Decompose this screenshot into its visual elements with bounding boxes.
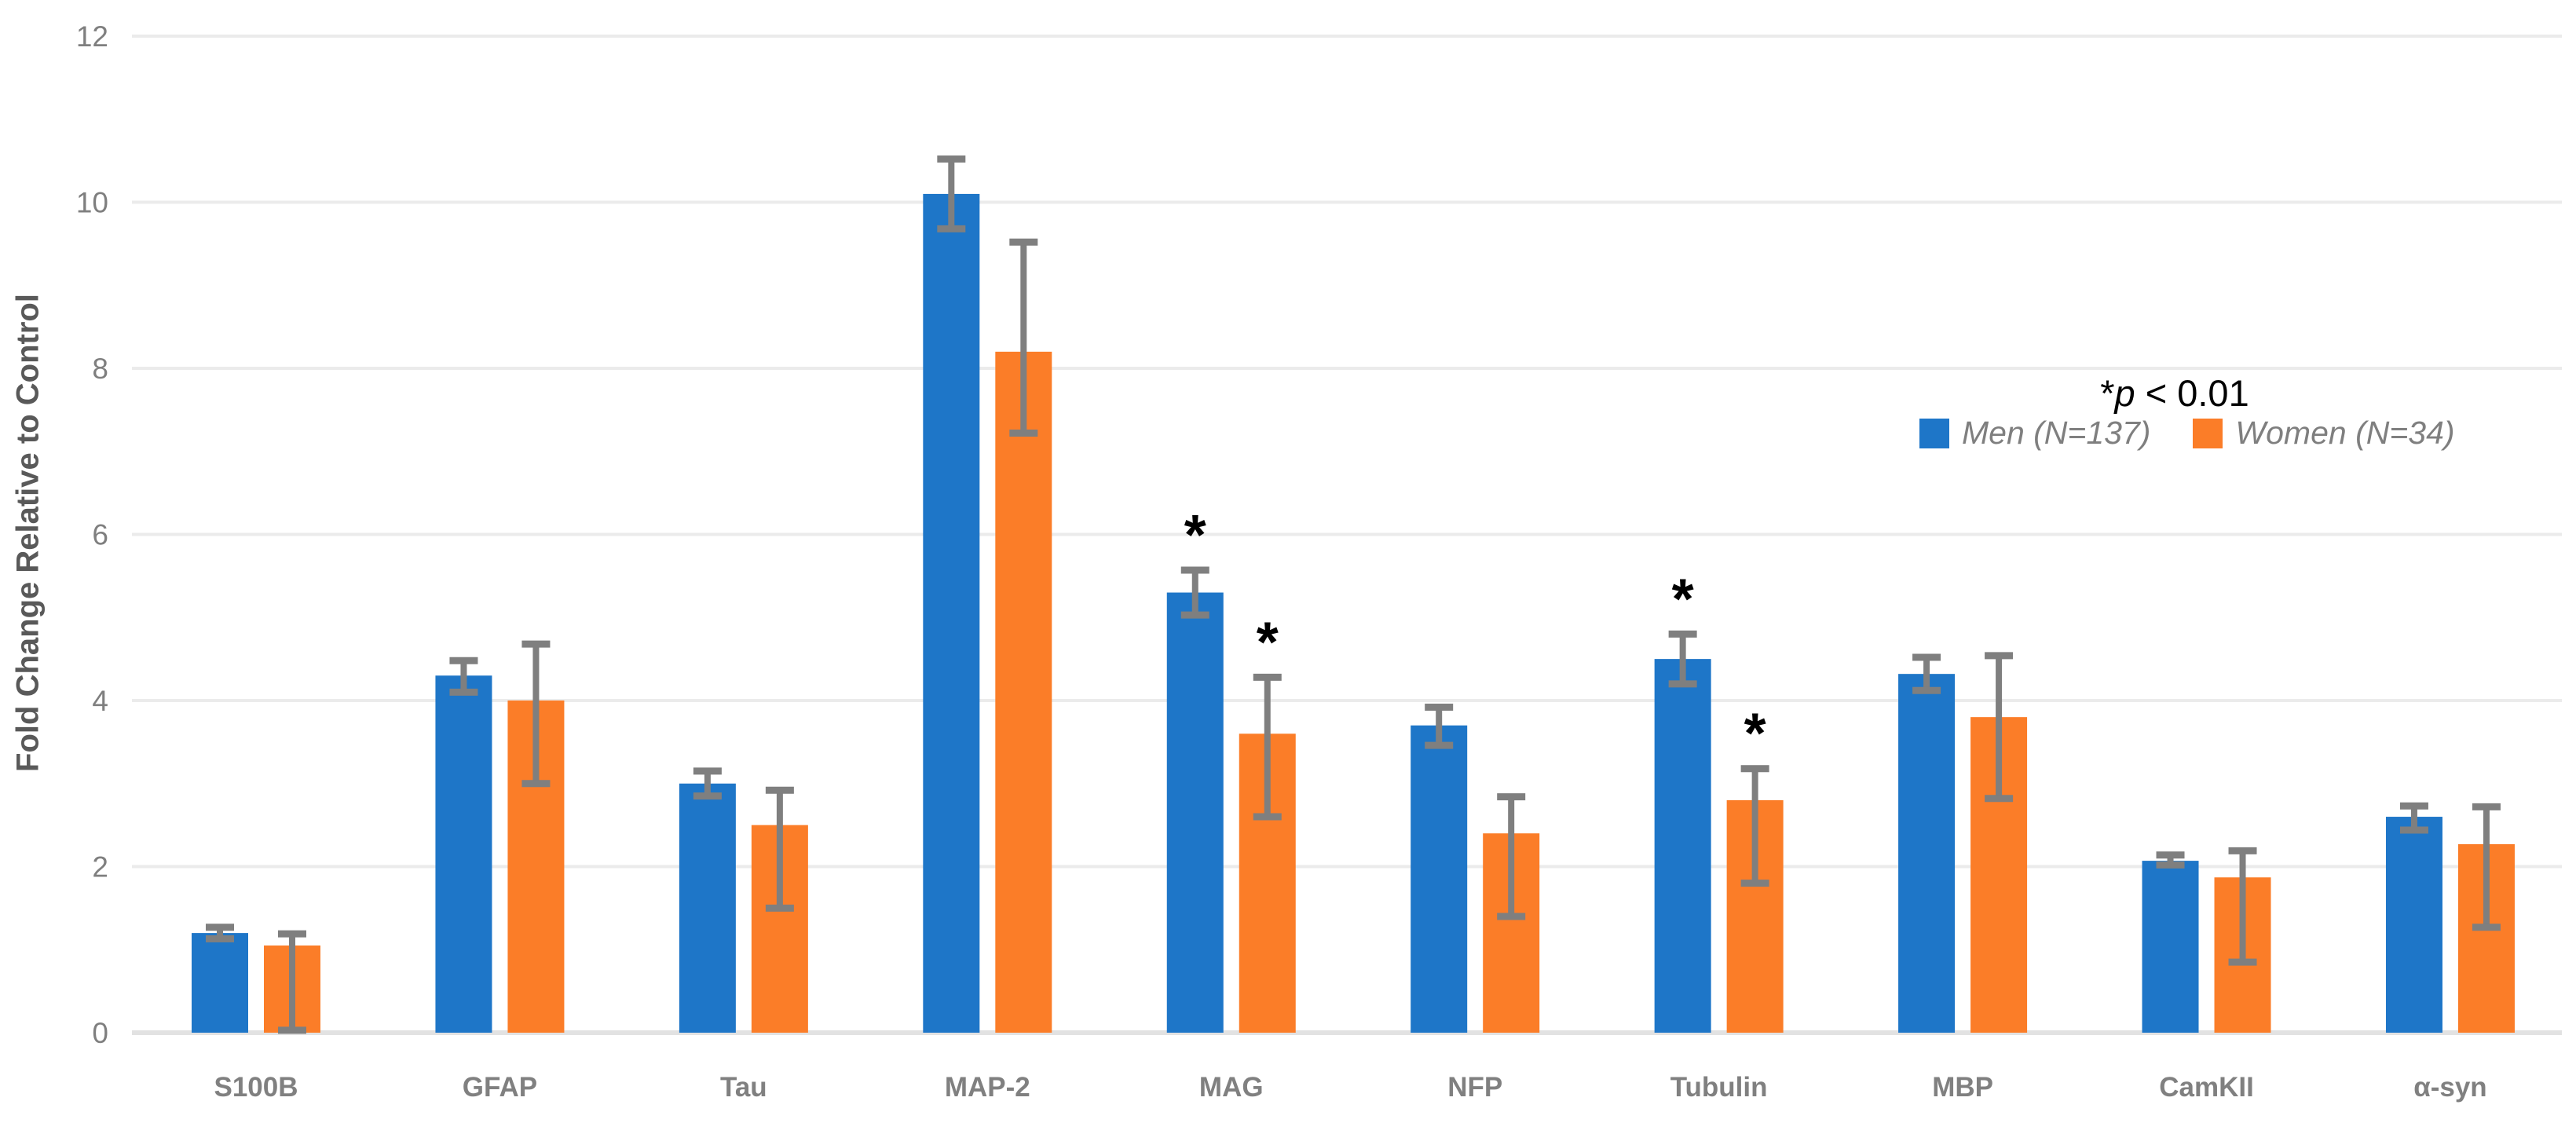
legend-label-women: Women (N=34) <box>2235 415 2455 451</box>
significance-note-variable: p <box>2114 372 2135 414</box>
legend-label-men: Men (N=137) <box>1962 415 2151 451</box>
x-category-label: GFAP <box>463 1072 537 1103</box>
x-category-label: MAP-2 <box>945 1072 1030 1103</box>
x-category-label: Tubulin <box>1670 1072 1768 1103</box>
significance-asterisk: * <box>1744 703 1766 766</box>
x-category-label: Tau <box>720 1072 767 1103</box>
bar-men-NFP <box>1411 725 1468 1033</box>
significance-note-star: * <box>2100 372 2115 414</box>
legend-item-men: Men (N=137) <box>1919 415 2150 452</box>
y-axis-title: Fold Change Relative to Control <box>10 294 46 772</box>
significance-note: *p < 0.01 <box>2059 328 2249 458</box>
x-category-label: NFP <box>1447 1072 1502 1103</box>
bar-men-CamKII <box>2142 861 2199 1033</box>
y-tick-label: 4 <box>92 685 108 717</box>
x-category-label: α-syn <box>2413 1072 2486 1103</box>
bar-men-MBP <box>1898 674 1956 1033</box>
bar-men-GFAP <box>435 675 492 1033</box>
bar-women-MAP-2 <box>995 351 1052 1033</box>
legend-item-women: Women (N=34) <box>2193 415 2455 452</box>
y-tick-label: 12 <box>76 20 108 53</box>
bar-men-MAG <box>1166 592 1224 1033</box>
y-tick-label: 10 <box>76 187 108 219</box>
significance-asterisk: * <box>1257 611 1279 674</box>
x-category-label: CamKII <box>2159 1072 2254 1103</box>
bar-men-Tubulin <box>1654 659 1711 1033</box>
bar-men-S100B <box>192 933 248 1033</box>
legend-swatch-women-icon <box>2193 418 2223 448</box>
significance-asterisk: * <box>1184 504 1206 567</box>
y-tick-label: 0 <box>92 1017 108 1049</box>
legend-swatch-men-icon <box>1919 418 1949 448</box>
x-category-label: S100B <box>214 1072 298 1103</box>
y-tick-label: 8 <box>92 353 108 385</box>
x-category-label: MBP <box>1932 1072 1993 1103</box>
y-tick-label: 2 <box>92 851 108 883</box>
bar-men-α-syn <box>2385 817 2442 1033</box>
significance-note-threshold: < 0.01 <box>2135 372 2249 414</box>
bar-men-Tau <box>679 783 736 1033</box>
legend: Men (N=137) Women (N=34) <box>1919 415 2455 452</box>
significance-asterisk: * <box>1672 568 1694 631</box>
bar-men-MAP-2 <box>923 193 980 1033</box>
y-tick-label: 6 <box>92 519 108 551</box>
x-category-label: MAG <box>1199 1072 1264 1103</box>
